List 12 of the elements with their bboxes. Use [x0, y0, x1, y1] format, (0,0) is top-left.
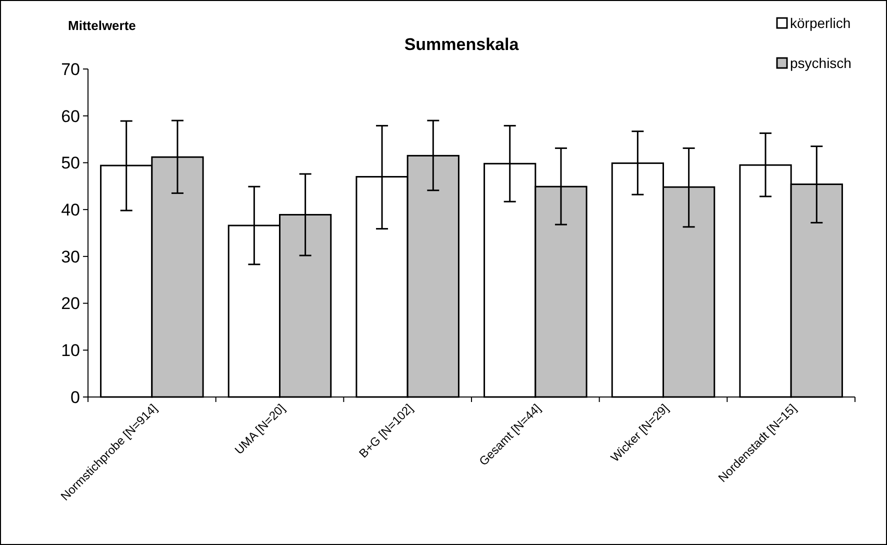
chart-title: Summenskala: [404, 35, 520, 54]
y-tick-label: 50: [61, 154, 80, 173]
legend-label: psychisch: [790, 55, 852, 71]
y-tick-label: 40: [61, 200, 80, 220]
y-axis-title: Mittelwerte: [68, 18, 136, 33]
y-tick-label: 60: [61, 106, 80, 126]
legend-label: körperlich: [790, 15, 851, 31]
y-tick-label: 20: [61, 294, 80, 314]
y-tick-label: 70: [61, 60, 80, 79]
y-tick-label: 10: [61, 341, 80, 360]
y-tick-label: 0: [70, 388, 80, 407]
y-tick-label: 30: [61, 247, 80, 266]
